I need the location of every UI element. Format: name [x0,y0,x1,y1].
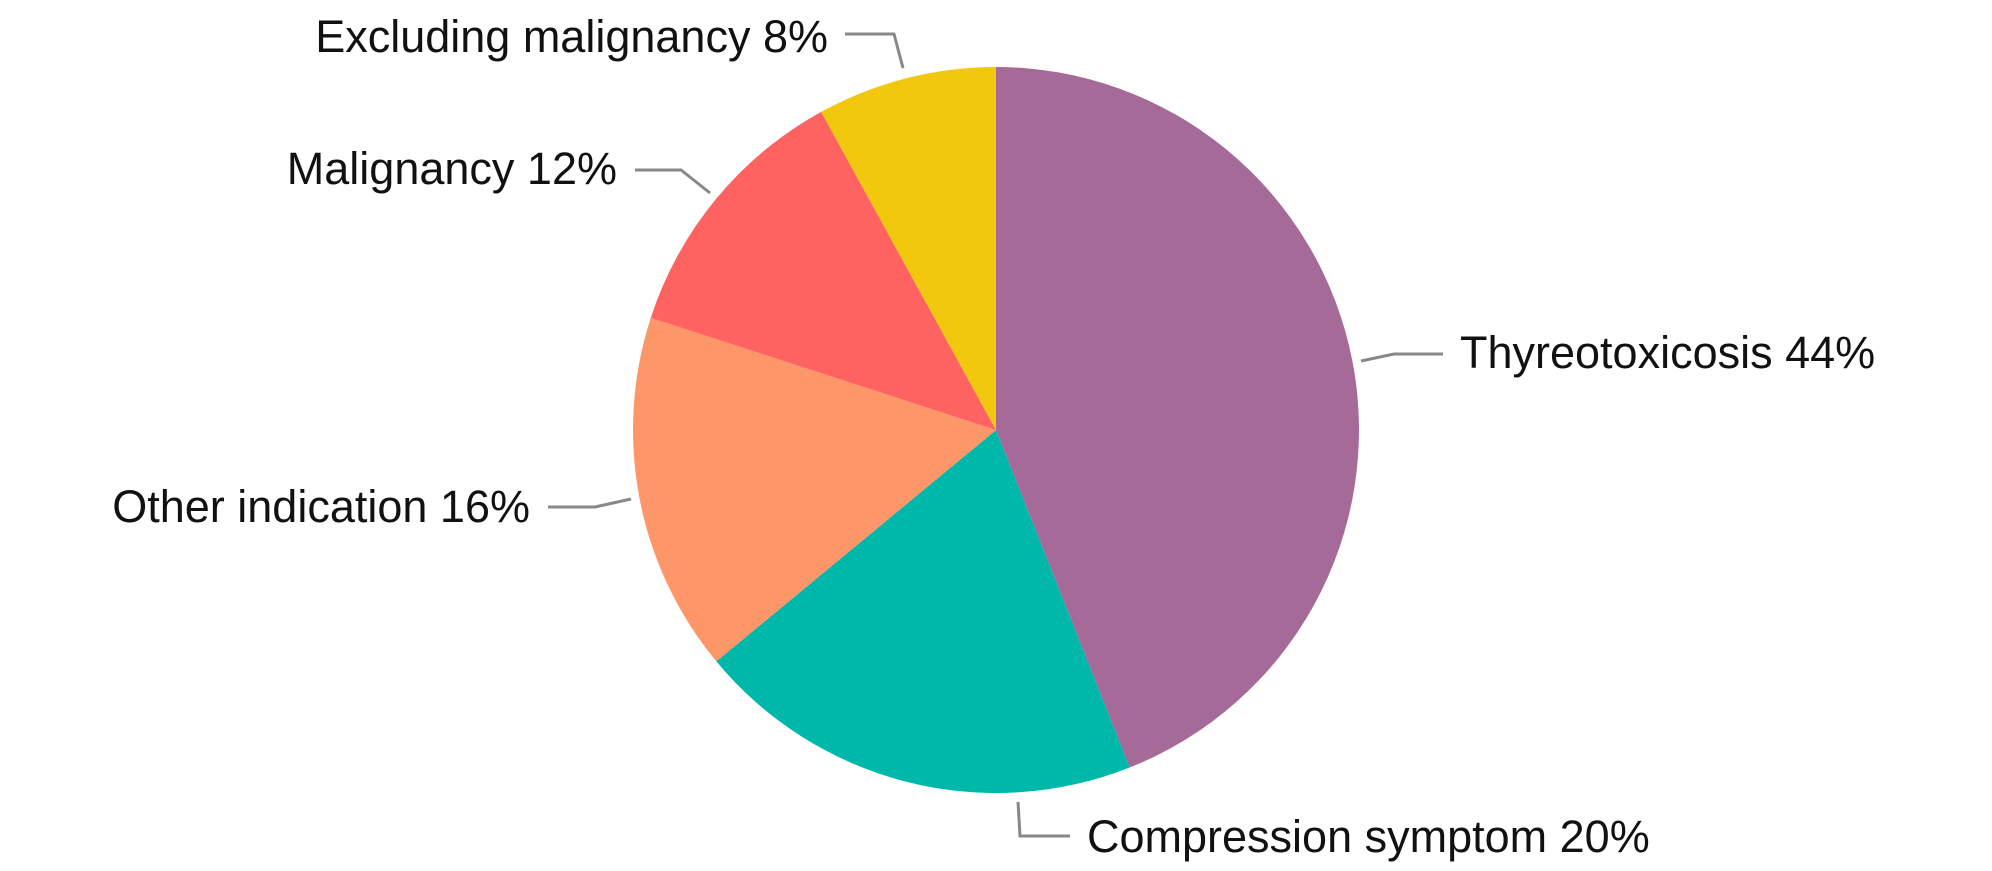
slice-label: Malignancy 12% [287,143,617,194]
slice-label-value: 12% [527,143,617,194]
slice-label-value: 16% [440,481,530,532]
slice-label: Compression symptom 20% [1087,811,1650,862]
slice-label-value: 20% [1560,811,1650,862]
leader-line [1360,352,1443,363]
slice-label-name: Excluding malignancy [315,11,751,62]
pie-slice [632,317,996,662]
slice-label-name: Other indication [112,481,427,532]
slice-label-name: Malignancy [287,143,515,194]
slice-label-name: Thyreotoxicosis [1460,327,1773,378]
slice-label: Excluding malignancy 8% [315,11,828,62]
slice-label: Thyreotoxicosis 44% [1460,327,1875,378]
slice-label: Other indication 16% [112,481,530,532]
leader-line [548,497,632,509]
slice-label-value: 8% [763,11,828,62]
pie-slice [996,67,1359,768]
pie-slice [716,430,1130,793]
slice-label-name: Compression symptom [1087,811,1547,862]
leader-line [1016,801,1070,838]
leader-line [635,168,711,195]
slice-label-value: 44% [1785,327,1875,378]
pie-slice [821,67,996,430]
leader-line [845,32,905,69]
pie-slice [650,111,996,431]
